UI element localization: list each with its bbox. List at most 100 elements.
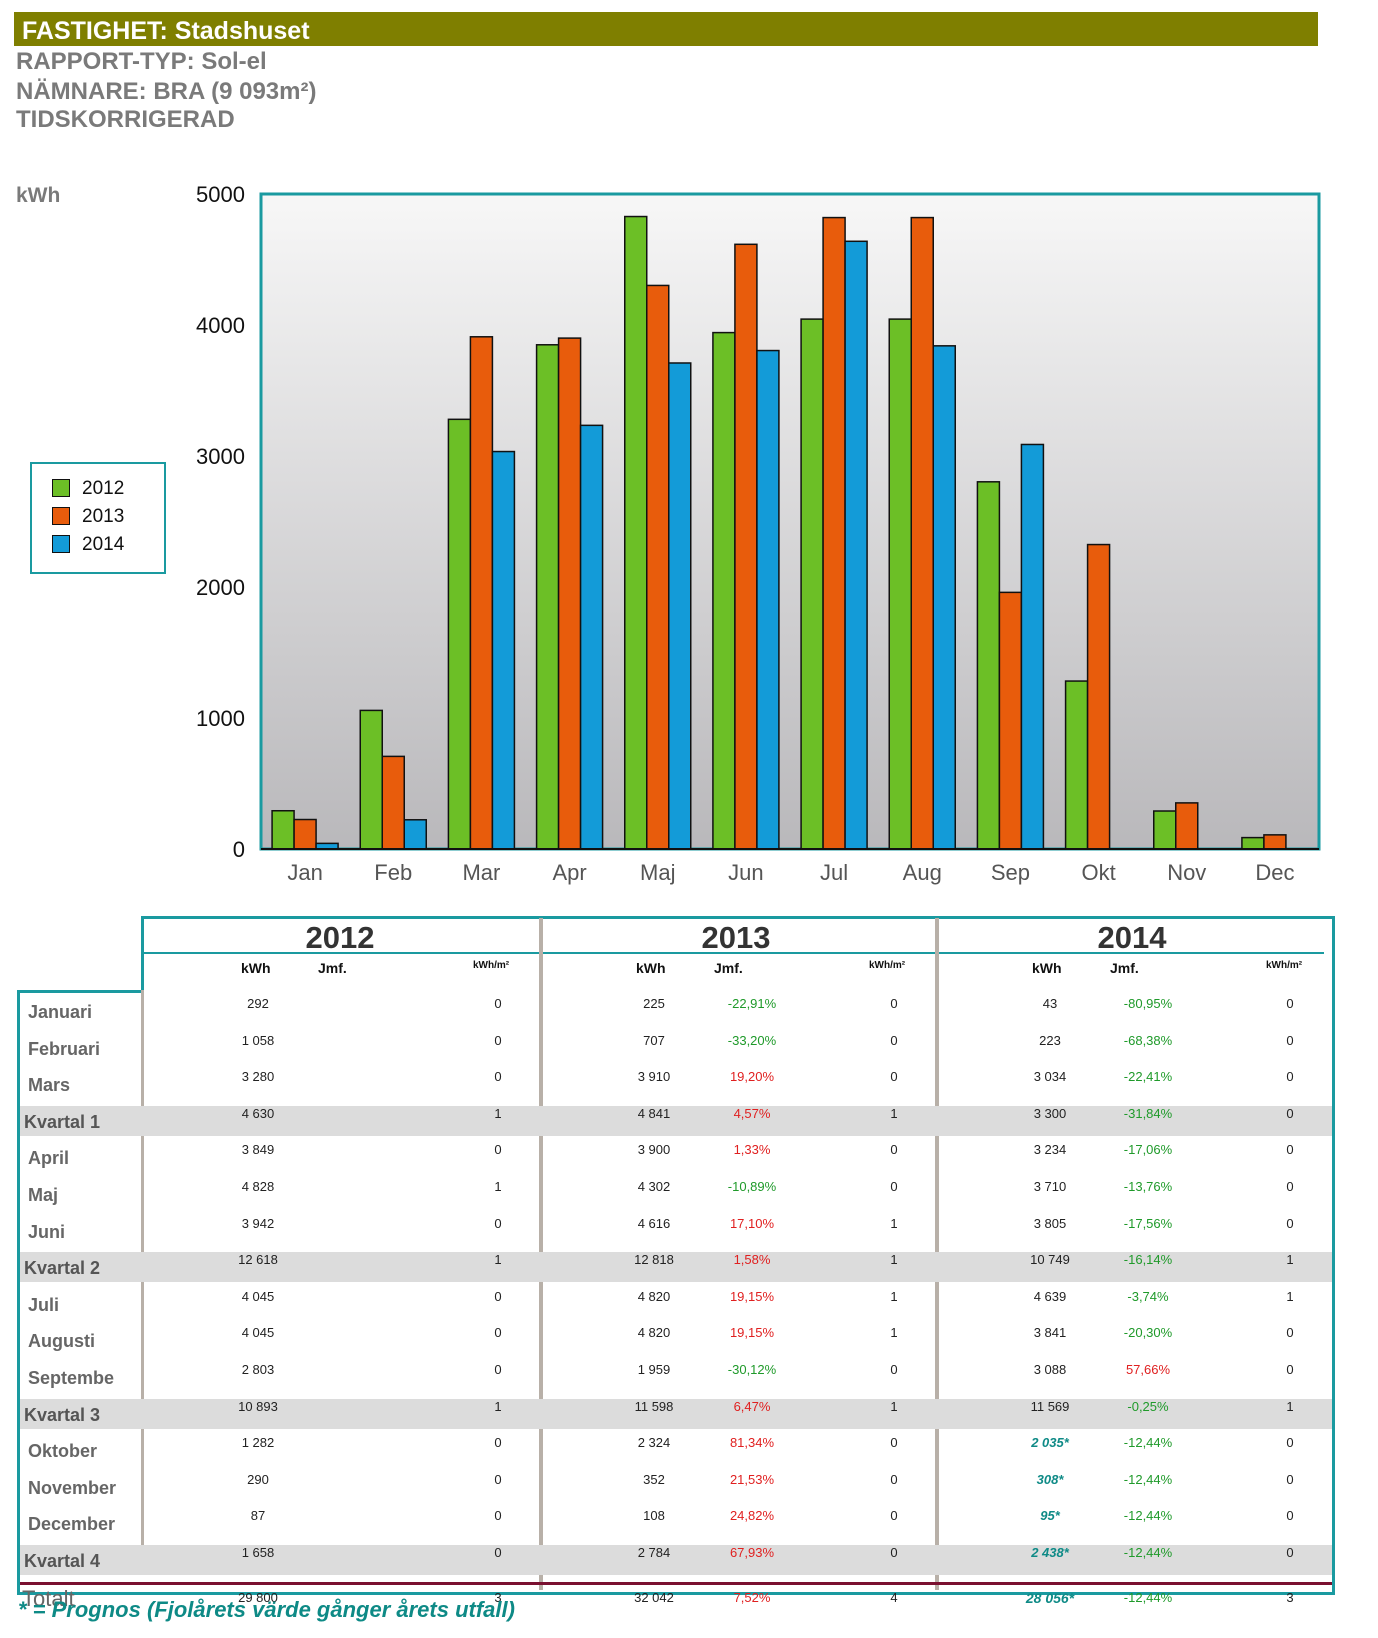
total-kwh-2012: 29 800 [238, 1589, 278, 1605]
cell-jmf-2014: 57,66% [1125, 1362, 1171, 1377]
cell-kwhm2-2012: 1 [494, 1252, 502, 1268]
row-label: Juli [28, 1294, 60, 1315]
bar-nov-2012 [1153, 810, 1177, 850]
col-kwh-2013: kWh [636, 960, 666, 976]
cell-kwhm2-2012: 1 [494, 1398, 502, 1414]
bar-apr-2012 [535, 344, 560, 850]
cell-kwhm2-2013: 0 [890, 1142, 898, 1158]
cell-kwhm2-2013: 1 [890, 1105, 898, 1121]
cell-kwhm2-2013: 0 [890, 1508, 898, 1524]
cell-kwh-2013: 4 820 [637, 1288, 671, 1304]
row-label: Kvartal 4 [24, 1551, 101, 1571]
cell-kwhm2-2012: 1 [494, 1179, 502, 1194]
cell-kwhm2-2013: 0 [890, 1545, 898, 1560]
cell-jmf-2013: 17,10% [729, 1215, 775, 1231]
bar-aug-2013 [910, 216, 934, 850]
cell-kwhm2-2012: 0 [494, 1325, 502, 1341]
cell-kwh-2012: 4 045 [241, 1288, 275, 1304]
cell-jmf-2013: -30,12% [727, 1362, 777, 1377]
y-tick-label: 5000 [196, 182, 245, 207]
bar-sep-2013 [998, 591, 1023, 850]
bar-maj-2012 [624, 215, 648, 850]
cell-jmf-2014: -22,41% [1123, 1069, 1173, 1085]
cell-jmf-2014: -12,44% [1123, 1435, 1173, 1451]
y-tick-label: 0 [233, 837, 245, 862]
cell-kwh-2012: 1 058 [241, 1032, 275, 1048]
legend-item-2014: 2014 [52, 534, 124, 556]
correction-label: TIDSKORRIGERAD [16, 106, 235, 133]
col-kwhm2-2012: kWh/m² [473, 960, 510, 971]
bar-jan-2013 [293, 818, 317, 850]
cell-kwh-2012: 3 280 [241, 1069, 275, 1085]
x-tick-label: Jun [728, 860, 763, 885]
cell-kwhm2-2014: 0 [1286, 1362, 1294, 1377]
col-kwh-2012: kWh [241, 960, 271, 976]
cell-kwh-2013: 11 598 [634, 1398, 674, 1414]
bar-sep-2012 [976, 481, 1001, 850]
row-label: Septembe [28, 1368, 115, 1388]
cell-kwhm2-2012: 0 [494, 996, 502, 1011]
cell-kwh-2013: 4 841 [637, 1105, 671, 1121]
row-label: Maj [28, 1185, 59, 1205]
cell-kwh-2012: 1 282 [241, 1435, 275, 1451]
cell-jmf-2013: 81,34% [729, 1435, 775, 1451]
legend-label: 2012 [82, 478, 125, 499]
y-tick-label: 1000 [196, 706, 245, 731]
cell-kwh-2014: 3 710 [1033, 1179, 1067, 1194]
x-tick-label: Sep [991, 860, 1030, 885]
col-jmf-2012: Jmf. [318, 960, 347, 976]
year-heading-2012: 2012 [305, 920, 375, 955]
cell-kwhm2-2013: 1 [890, 1215, 898, 1231]
cell-kwhm2-2014: 0 [1286, 1545, 1294, 1560]
total-jmf-2014: -12,44% [1123, 1589, 1173, 1605]
cell-jmf-2014: -80,95% [1123, 996, 1173, 1011]
bar-feb-2012 [359, 709, 383, 850]
cell-kwhm2-2014: 0 [1286, 1179, 1294, 1194]
cell-kwh-2012: 290 [247, 1471, 269, 1487]
cell-kwh-2012: 2 803 [241, 1362, 275, 1377]
cell-kwh-2013: 4 302 [637, 1179, 671, 1194]
cell-kwh-2013: 3 900 [637, 1142, 671, 1158]
row-label: Februari [28, 1038, 101, 1059]
cell-kwh-2012: 4 630 [241, 1105, 275, 1121]
cell-kwhm2-2014: 0 [1286, 1105, 1294, 1121]
cell-kwh-2013: 4 820 [637, 1325, 671, 1341]
cell-kwh-2013: 352 [643, 1471, 665, 1487]
cell-kwhm2-2014: 0 [1286, 1215, 1294, 1231]
legend-swatch-2014 [52, 535, 70, 553]
x-tick-label: Jul [820, 860, 848, 885]
col-jmf-2013: Jmf. [714, 960, 743, 976]
cell-kwhm2-2013: 1 [890, 1288, 898, 1304]
x-tick-label: Maj [640, 860, 675, 885]
cell-kwhm2-2014: 1 [1286, 1252, 1294, 1268]
cell-kwh-2014: 3 300 [1033, 1105, 1067, 1121]
bar-mar-2014 [491, 450, 516, 850]
denominator: NÄMNARE: BRA (9 093m²) [16, 78, 317, 105]
cell-kwhm2-2014: 0 [1286, 1471, 1294, 1487]
cell-kwh-2014: 2 438* [1031, 1545, 1069, 1560]
cell-kwhm2-2012: 0 [494, 1471, 502, 1487]
cell-kwhm2-2013: 1 [890, 1252, 898, 1268]
table-header-rule [144, 952, 1324, 954]
col-jmf-2014: Jmf. [1110, 960, 1139, 976]
cell-kwh-2013: 3 910 [637, 1069, 671, 1085]
legend-item-2013: 2013 [52, 506, 124, 528]
x-tick-label: Nov [1167, 860, 1206, 885]
cell-kwh-2014: 3 805 [1033, 1215, 1067, 1231]
cell-kwhm2-2012: 0 [494, 1435, 502, 1451]
row-label: December [28, 1514, 116, 1535]
cell-jmf-2014: -17,06% [1123, 1142, 1173, 1158]
table-label-frame [17, 990, 141, 996]
cell-kwhm2-2012: 0 [494, 1032, 502, 1048]
bar-aug-2012 [888, 318, 912, 850]
cell-jmf-2013: 6,47% [733, 1398, 771, 1414]
bar-feb-2014 [403, 819, 427, 850]
cell-jmf-2014: -3,74% [1127, 1288, 1169, 1304]
cell-kwh-2013: 4 616 [637, 1215, 671, 1231]
total-kwh-2014: 28 056* [1025, 1589, 1075, 1606]
total-kwhm2-2013: 4 [890, 1589, 898, 1605]
bar-maj-2014 [668, 362, 692, 850]
cell-kwh-2012: 1 658 [241, 1545, 275, 1560]
bar-jun-2012 [712, 331, 736, 850]
cell-kwh-2014: 3 234 [1033, 1142, 1067, 1158]
